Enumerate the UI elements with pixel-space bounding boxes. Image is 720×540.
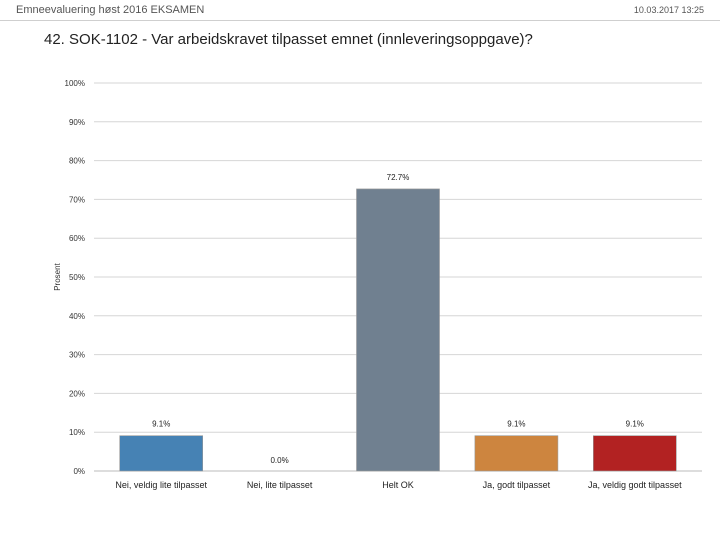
x-category-label: Nei, veldig lite tilpasset (115, 480, 207, 490)
y-tick-label: 50% (69, 273, 85, 282)
x-category-label: Ja, veldig godt tilpasset (588, 480, 682, 490)
y-tick-label: 30% (69, 351, 85, 360)
y-tick-label: 40% (69, 312, 85, 321)
x-category-label: Helt OK (382, 480, 414, 490)
x-category-label: Ja, godt tilpasset (483, 480, 551, 490)
data-label: 72.7% (387, 173, 410, 182)
bar (592, 435, 677, 472)
x-category-label: Nei, lite tilpasset (247, 480, 313, 490)
header-divider (0, 20, 720, 21)
y-tick-label: 10% (69, 428, 85, 437)
bar (474, 435, 559, 472)
data-label: 9.1% (507, 420, 525, 429)
y-axis-title: Prosent (53, 262, 62, 290)
y-tick-label: 90% (69, 118, 85, 127)
report-timestamp: 10.03.2017 13:25 (633, 5, 704, 15)
y-tick-label: 20% (69, 389, 85, 398)
question-title: 42. SOK-1102 - Var arbeidskravet tilpass… (44, 31, 533, 48)
bar (119, 435, 203, 472)
data-labels: 9.1% 0.0% 72.7% 9.1% 9.1% (152, 173, 644, 465)
y-tick-label: 70% (69, 195, 85, 204)
data-label: 0.0% (270, 456, 288, 465)
y-tick-label: 80% (69, 157, 85, 166)
data-label: 9.1% (152, 420, 170, 429)
x-axis-categories: Nei, veldig lite tilpasset Nei, lite tilp… (115, 480, 682, 490)
bar (356, 188, 440, 472)
y-tick-label: 60% (69, 234, 85, 243)
y-axis-ticks: 0% 10% 20% 30% 40% 50% 60% 70% 80% 90% 100% (65, 79, 85, 476)
bars (119, 188, 677, 472)
y-tick-label: 0% (73, 467, 85, 476)
data-label: 9.1% (626, 420, 644, 429)
survey-title: Emneevaluering høst 2016 EKSAMEN (16, 4, 205, 16)
y-tick-label: 100% (65, 79, 85, 88)
